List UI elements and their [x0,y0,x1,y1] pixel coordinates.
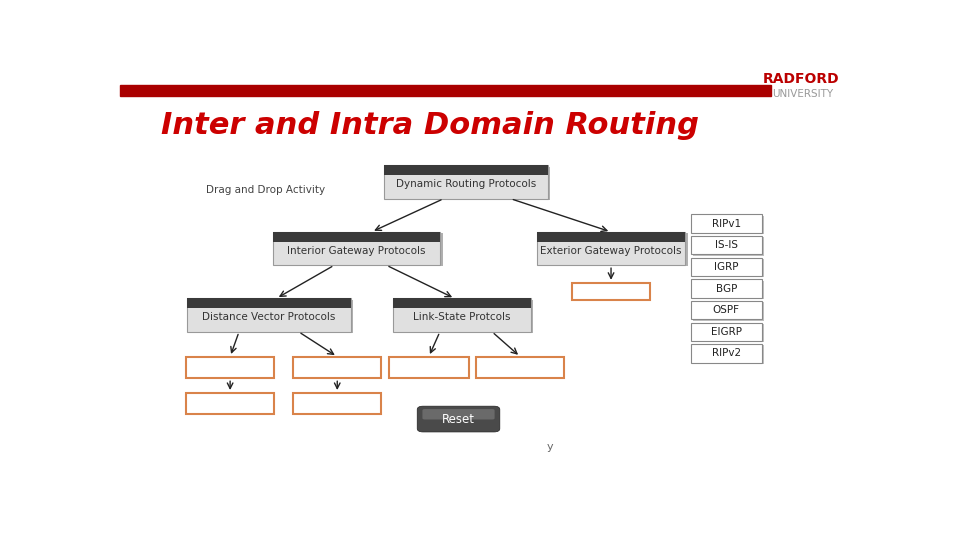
Bar [693,238,764,255]
Bar [186,357,274,379]
Bar [294,393,381,415]
Bar [693,302,764,321]
Bar [537,232,685,265]
Text: RIPv2: RIPv2 [711,348,741,359]
Text: Interior Gateway Protocols: Interior Gateway Protocols [287,246,426,255]
Text: BGP: BGP [715,284,737,294]
Bar [394,299,531,332]
Bar [691,322,761,341]
Bar [384,165,548,176]
Text: IGRP: IGRP [714,262,738,272]
Text: Exterior Gateway Protocols: Exterior Gateway Protocols [540,246,682,255]
Text: Reset: Reset [442,413,475,426]
Text: IS-IS: IS-IS [715,240,738,250]
Bar [691,301,761,319]
Text: UNIVERSITY: UNIVERSITY [773,89,833,99]
Text: Inter and Intra Domain Routing: Inter and Intra Domain Routing [161,111,699,140]
Bar [186,393,274,415]
FancyBboxPatch shape [418,406,500,432]
Bar [693,281,764,299]
Bar [394,299,531,308]
Bar [187,299,350,332]
Bar [539,233,687,266]
Bar [396,300,534,333]
Bar [693,259,764,277]
Bar [537,232,685,242]
Bar [691,279,761,298]
Bar [273,232,441,242]
Bar [187,299,350,308]
Bar [386,167,550,200]
Bar [276,233,443,266]
Bar [693,216,764,234]
Bar [691,344,761,362]
Bar [389,357,468,379]
Text: Distance Vector Protocols: Distance Vector Protocols [203,312,335,322]
Text: OSPF: OSPF [713,305,740,315]
Bar [691,236,761,254]
Bar [572,282,650,300]
Text: RADFORD: RADFORD [762,72,839,86]
Text: Drag and Drop Activity: Drag and Drop Activity [205,185,324,194]
Bar [120,85,771,97]
Bar [273,232,441,265]
Bar [294,357,381,379]
Text: EIGRP: EIGRP [710,327,742,337]
Bar [693,324,764,342]
Bar [691,214,761,233]
Text: y: y [546,442,553,451]
Bar [691,258,761,276]
Text: RIPv1: RIPv1 [711,219,741,228]
Bar [476,357,564,379]
Bar [693,346,764,364]
Text: Link-State Protcols: Link-State Protcols [414,312,511,322]
Bar [384,165,548,199]
FancyBboxPatch shape [422,409,494,420]
Bar [189,300,353,333]
Text: Dynamic Routing Protocols: Dynamic Routing Protocols [396,179,536,189]
